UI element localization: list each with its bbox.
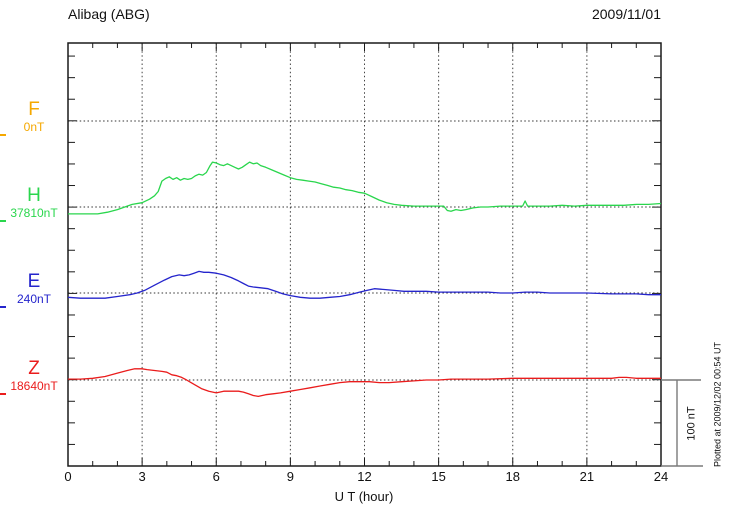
component-label-f: F 0nT	[2, 99, 66, 135]
component-label-h: H 37810nT	[2, 185, 66, 221]
component-baseline-value-h: 37810nT	[10, 206, 58, 220]
component-letter-h: H	[27, 185, 41, 206]
x-tick-label-12: 12	[357, 469, 372, 484]
x-tick-label-24: 24	[653, 469, 669, 484]
x-tick-label-15: 15	[431, 469, 446, 484]
scale-bar-label: 100 nT	[685, 406, 698, 441]
component-baseline-value-e: 240nT	[16, 292, 52, 306]
x-tick-label-21: 21	[579, 469, 595, 484]
reference-dash-h	[0, 220, 6, 222]
x-tick-label-6: 6	[212, 469, 220, 484]
component-baseline-value-f: 0nT	[23, 120, 45, 134]
x-axis-label: U T (hour)	[334, 489, 394, 504]
trace-e	[67, 270, 661, 299]
component-letter-e: E	[27, 271, 41, 292]
reference-dash-e	[0, 306, 6, 308]
component-letter-z: Z	[28, 358, 40, 379]
reference-dash-f	[0, 134, 6, 136]
reference-dash-z	[0, 393, 6, 395]
plot-frame	[67, 42, 662, 467]
x-tick-label-9: 9	[286, 469, 294, 484]
x-tick-label-3: 3	[138, 469, 146, 484]
trace-h	[68, 161, 662, 215]
component-letter-f: F	[28, 99, 40, 120]
x-tick-label-0: 0	[64, 469, 72, 484]
component-label-e: E 240nT	[2, 271, 66, 307]
date-label: 2009/11/01	[591, 6, 661, 22]
component-baseline-value-z: 18640nT	[10, 379, 58, 393]
trace-z	[68, 368, 661, 398]
x-tick-label-18: 18	[505, 469, 520, 484]
plotted-at-note: Plotted at 2009/12/02 00:54 UT	[712, 341, 723, 468]
component-label-z: Z 18640nT	[2, 358, 66, 394]
page-title: Alibag (ABG)	[68, 6, 150, 22]
